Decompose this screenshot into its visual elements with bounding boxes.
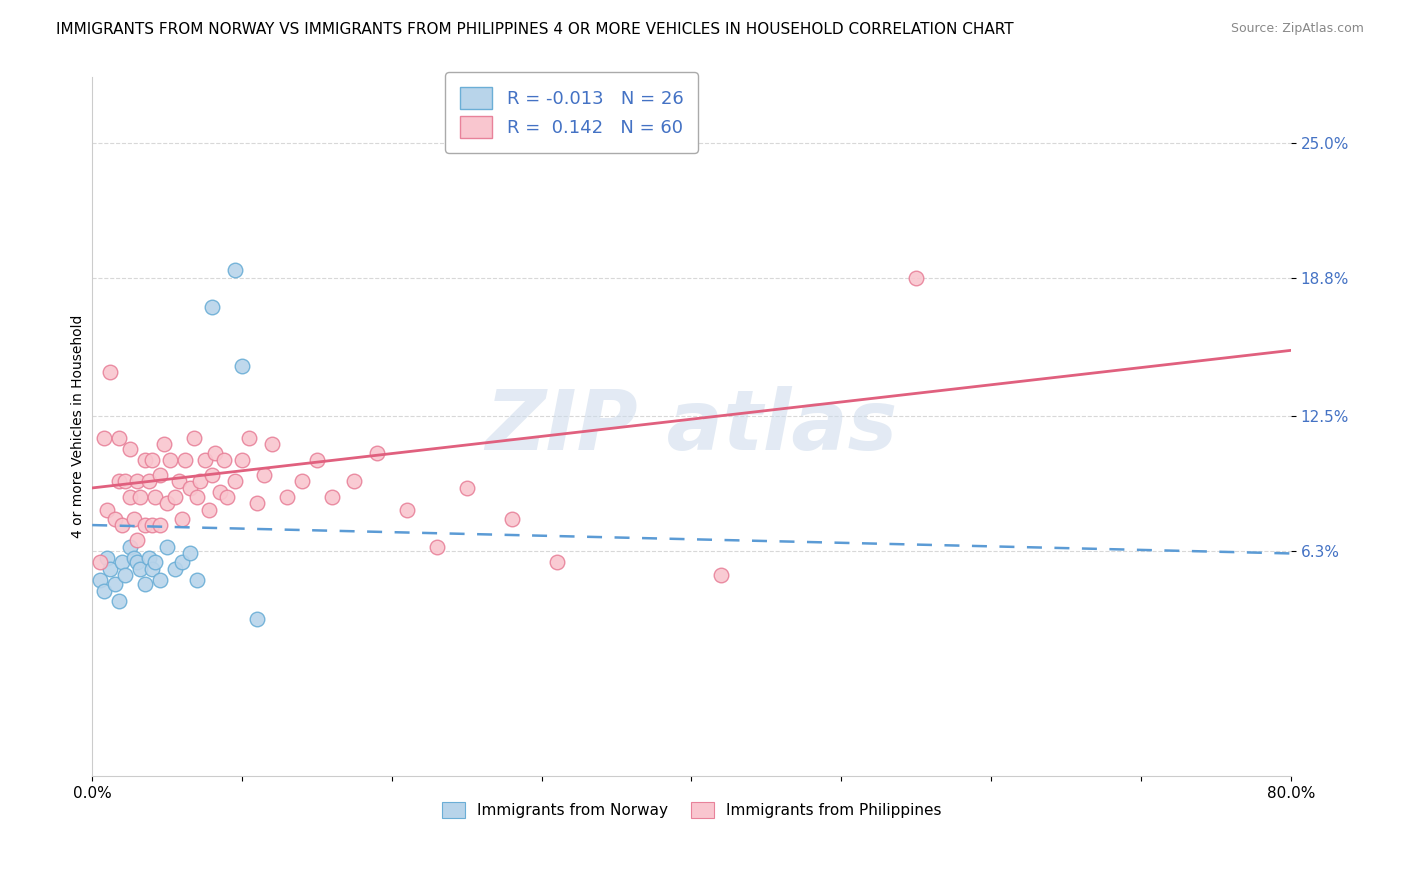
- Point: [170, 555, 193, 569]
- Point: [905, 271, 928, 285]
- Point: [159, 452, 181, 467]
- Point: [104, 511, 127, 525]
- Point: [215, 490, 238, 504]
- Point: [108, 475, 131, 489]
- Point: [114, 568, 136, 582]
- Text: ZIP atlas: ZIP atlas: [485, 386, 897, 467]
- Point: [231, 359, 253, 373]
- Point: [212, 452, 235, 467]
- Text: IMMIGRANTS FROM NORWAY VS IMMIGRANTS FROM PHILIPPINES 4 OR MORE VEHICLES IN HOUS: IMMIGRANTS FROM NORWAY VS IMMIGRANTS FRO…: [56, 22, 1014, 37]
- Point: [114, 475, 136, 489]
- Point: [198, 503, 221, 517]
- Point: [201, 467, 224, 482]
- Point: [201, 300, 224, 314]
- Point: [305, 452, 328, 467]
- Text: Source: ZipAtlas.com: Source: ZipAtlas.com: [1230, 22, 1364, 36]
- Point: [93, 431, 115, 445]
- Point: [208, 485, 231, 500]
- Point: [108, 431, 131, 445]
- Point: [96, 503, 118, 517]
- Point: [224, 475, 246, 489]
- Point: [174, 452, 197, 467]
- Point: [156, 496, 179, 510]
- Point: [149, 518, 172, 533]
- Point: [149, 467, 172, 482]
- Point: [186, 490, 208, 504]
- Point: [122, 550, 145, 565]
- Point: [143, 555, 166, 569]
- Point: [179, 481, 201, 495]
- Point: [163, 562, 186, 576]
- Point: [118, 490, 141, 504]
- Point: [246, 496, 269, 510]
- Point: [188, 475, 211, 489]
- Point: [118, 442, 141, 456]
- Point: [501, 511, 523, 525]
- Point: [179, 546, 201, 560]
- Point: [276, 490, 298, 504]
- Point: [111, 518, 134, 533]
- Point: [343, 475, 366, 489]
- Point: [546, 555, 568, 569]
- Point: [456, 481, 478, 495]
- Point: [141, 518, 163, 533]
- Point: [710, 568, 733, 582]
- Point: [253, 467, 276, 482]
- Point: [141, 562, 163, 576]
- Point: [224, 262, 246, 277]
- Point: [149, 573, 172, 587]
- Point: [129, 562, 152, 576]
- Point: [291, 475, 314, 489]
- Point: [163, 490, 186, 504]
- Point: [143, 490, 166, 504]
- Point: [138, 550, 160, 565]
- Point: [134, 577, 156, 591]
- Point: [238, 431, 260, 445]
- Point: [96, 550, 118, 565]
- Point: [108, 594, 131, 608]
- Point: [167, 475, 190, 489]
- Point: [204, 446, 226, 460]
- Point: [129, 490, 152, 504]
- Point: [134, 518, 156, 533]
- Point: [127, 533, 149, 548]
- Point: [98, 562, 121, 576]
- Point: [89, 573, 111, 587]
- Point: [426, 540, 449, 554]
- Y-axis label: 4 or more Vehicles in Household: 4 or more Vehicles in Household: [72, 315, 86, 539]
- Point: [118, 540, 141, 554]
- Point: [127, 475, 149, 489]
- Point: [153, 437, 176, 451]
- Point: [98, 365, 121, 379]
- Point: [170, 511, 193, 525]
- Point: [186, 573, 208, 587]
- Point: [156, 540, 179, 554]
- Point: [231, 452, 253, 467]
- Point: [127, 555, 149, 569]
- Point: [104, 577, 127, 591]
- Point: [193, 452, 215, 467]
- Point: [321, 490, 343, 504]
- Point: [246, 612, 269, 626]
- Point: [260, 437, 283, 451]
- Point: [183, 431, 205, 445]
- Point: [395, 503, 418, 517]
- Point: [138, 475, 160, 489]
- Point: [122, 511, 145, 525]
- Point: [93, 583, 115, 598]
- Legend: Immigrants from Norway, Immigrants from Philippines: Immigrants from Norway, Immigrants from …: [436, 797, 948, 824]
- Point: [89, 555, 111, 569]
- Point: [366, 446, 388, 460]
- Point: [141, 452, 163, 467]
- Point: [111, 555, 134, 569]
- Point: [134, 452, 156, 467]
